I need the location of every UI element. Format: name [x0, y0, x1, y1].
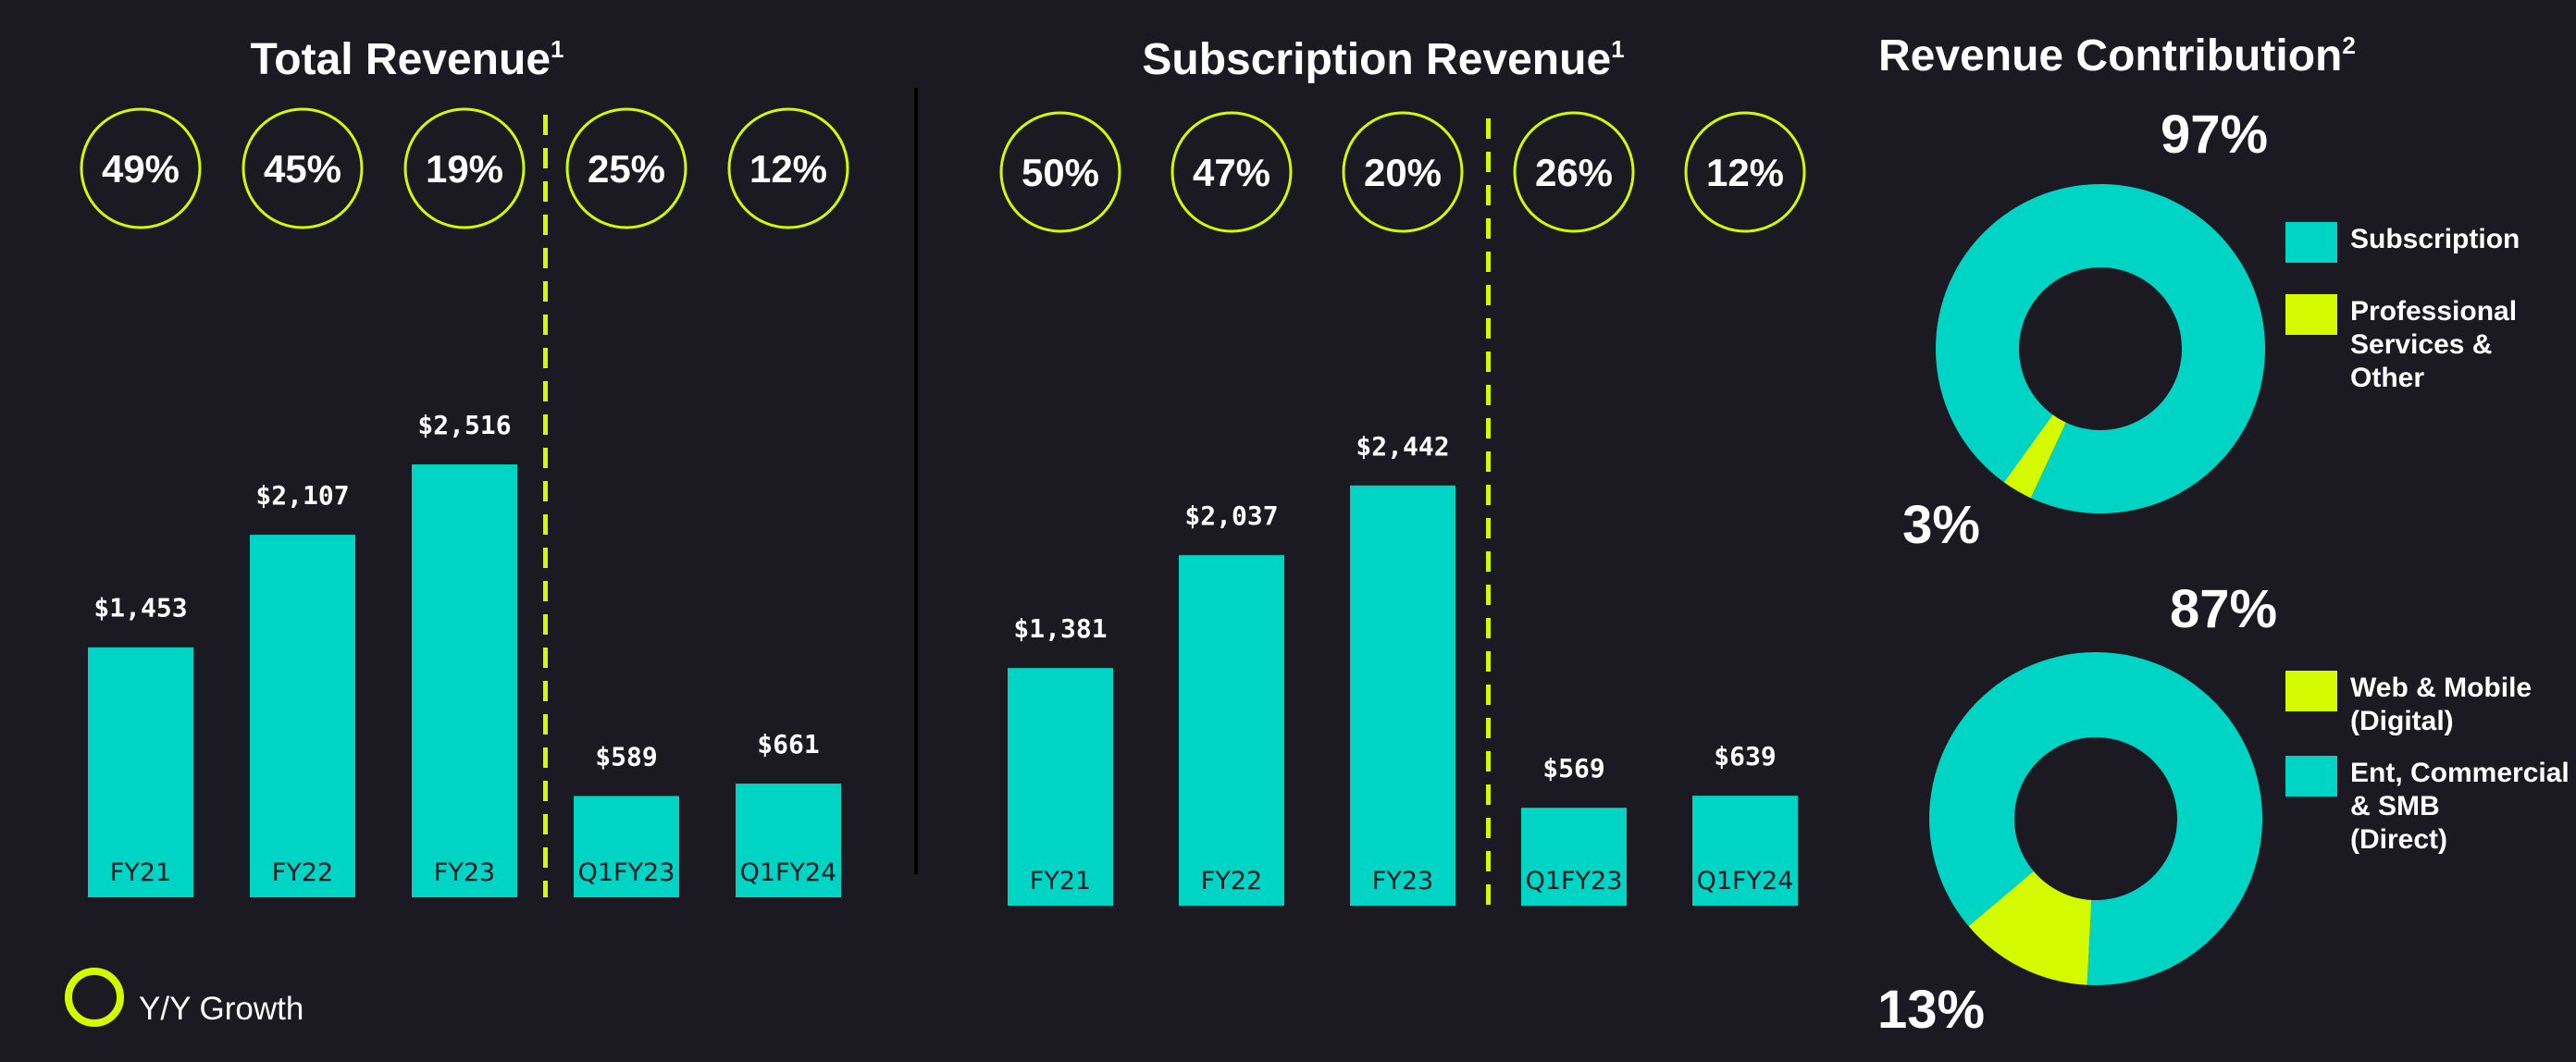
- bar-fy22: [1179, 555, 1284, 906]
- category-label: FY23: [1372, 867, 1433, 895]
- growth-label: 12%: [1706, 151, 1784, 194]
- growth-circle: [565, 107, 687, 229]
- channel-donut: 87% 13% Web & Mobile(Digital) Ent, Commerci…: [1877, 579, 2570, 1040]
- legend-label: (Direct): [2350, 824, 2447, 855]
- total-revenue-chart: Total Revenue1 FY21 $1,453 49% FY22 $2,107 45…: [80, 35, 849, 897]
- bar-fy22: [250, 535, 355, 897]
- legend-label: Other: [2350, 363, 2424, 393]
- category-label: FY22: [1201, 867, 1262, 895]
- bar-fy21: [88, 647, 193, 897]
- legend-label: & SMB: [2350, 791, 2440, 821]
- yy-growth-label: Y/Y Growth: [139, 991, 303, 1027]
- legend-label: Web & Mobile: [2350, 673, 2532, 703]
- slice-major-label: 97%: [2161, 105, 2268, 165]
- category-label: FY23: [434, 858, 495, 887]
- category-label: FY21: [1030, 867, 1091, 895]
- legend-swatch: [2285, 671, 2337, 711]
- value-label: $2,037: [1184, 500, 1278, 531]
- growth-circle: [80, 107, 202, 229]
- legend-label: Ent, Commercial: [2350, 758, 2570, 788]
- growth-label: 12%: [749, 147, 827, 191]
- bar-fy23: [1350, 485, 1455, 906]
- growth-label: 26%: [1535, 151, 1613, 194]
- growth-label: 49%: [102, 147, 180, 191]
- legend-label: (Digital): [2350, 706, 2454, 736]
- category-label: Q1FY23: [578, 858, 675, 887]
- category-label: Q1FY24: [740, 858, 837, 887]
- growth-label: 45%: [264, 147, 341, 191]
- legend-label: Subscription: [2350, 224, 2520, 254]
- growth-circle: [403, 107, 526, 229]
- revenue-contribution-section: Revenue Contribution2 97% 3% Subscription P…: [1877, 31, 2570, 1040]
- legend-label: Professional: [2350, 296, 2517, 327]
- growth-circle: [242, 107, 364, 229]
- value-label: $661: [757, 729, 819, 759]
- legend-swatch: [2285, 294, 2337, 335]
- bar-q1fy23: [1521, 808, 1627, 906]
- category-label: FY21: [110, 858, 171, 887]
- slice-minor: [1968, 871, 2092, 985]
- slice-major: [1929, 652, 2262, 985]
- growth-circle: [999, 111, 1121, 233]
- growth-circle: [1170, 111, 1293, 233]
- value-label: $1,381: [1013, 613, 1107, 644]
- growth-label: 25%: [588, 147, 665, 191]
- revenue-contribution-title: Revenue Contribution2: [1878, 31, 2356, 80]
- value-label: $639: [1714, 741, 1776, 772]
- bar-fy21: [1008, 668, 1113, 906]
- subscription-revenue-title: Subscription Revenue1: [1142, 35, 1624, 84]
- growth-label: 50%: [1022, 151, 1099, 194]
- slice-minor: [2003, 414, 2066, 499]
- growth-label: 20%: [1364, 151, 1442, 194]
- growth-circle: [727, 107, 849, 229]
- bar-q1fy24: [736, 784, 841, 897]
- growth-circle-legend-icon: [65, 968, 124, 1027]
- yy-growth-legend: Y/Y Growth: [65, 968, 303, 1027]
- growth-label: 19%: [426, 147, 503, 191]
- growth-circle: [1513, 111, 1635, 233]
- category-label: Q1FY23: [1526, 867, 1623, 895]
- bar-q1fy23: [574, 796, 679, 897]
- growth-circle: [1684, 111, 1806, 233]
- bar-fy23: [412, 464, 517, 897]
- value-label: $2,516: [417, 410, 511, 440]
- legend-label: Services &: [2350, 329, 2492, 360]
- value-label: $1,453: [93, 593, 187, 624]
- category-label: FY22: [272, 858, 333, 887]
- slice-minor-label: 13%: [1877, 980, 1985, 1040]
- category-label: Q1FY24: [1697, 867, 1794, 895]
- legend-swatch: [2285, 756, 2337, 796]
- slice-minor-label: 3%: [1902, 495, 1980, 555]
- growth-label: 47%: [1193, 151, 1270, 194]
- growth-circle: [1342, 111, 1464, 233]
- slice-major: [1935, 183, 2265, 513]
- value-label: $2,107: [255, 480, 349, 511]
- subscription-revenue-chart: Subscription Revenue1 FY21 $1,381 50% FY22 $…: [999, 35, 1806, 906]
- value-label: $589: [595, 741, 657, 772]
- value-label: $569: [1542, 753, 1604, 784]
- legend-swatch: [2285, 222, 2337, 263]
- slice-major-label: 87%: [2170, 579, 2277, 639]
- total-revenue-title: Total Revenue1: [251, 35, 564, 84]
- subscription-revenue-bars: FY21 $1,381 50% FY22 $2,037 47% FY23 $2,442 20% Q…: [999, 111, 1806, 906]
- total-revenue-bars: FY21 $1,453 49% FY22 $2,107 45% FY23 $2,516 19% Q…: [80, 107, 849, 897]
- bar-q1fy24: [1692, 796, 1798, 906]
- value-label: $2,442: [1356, 431, 1449, 462]
